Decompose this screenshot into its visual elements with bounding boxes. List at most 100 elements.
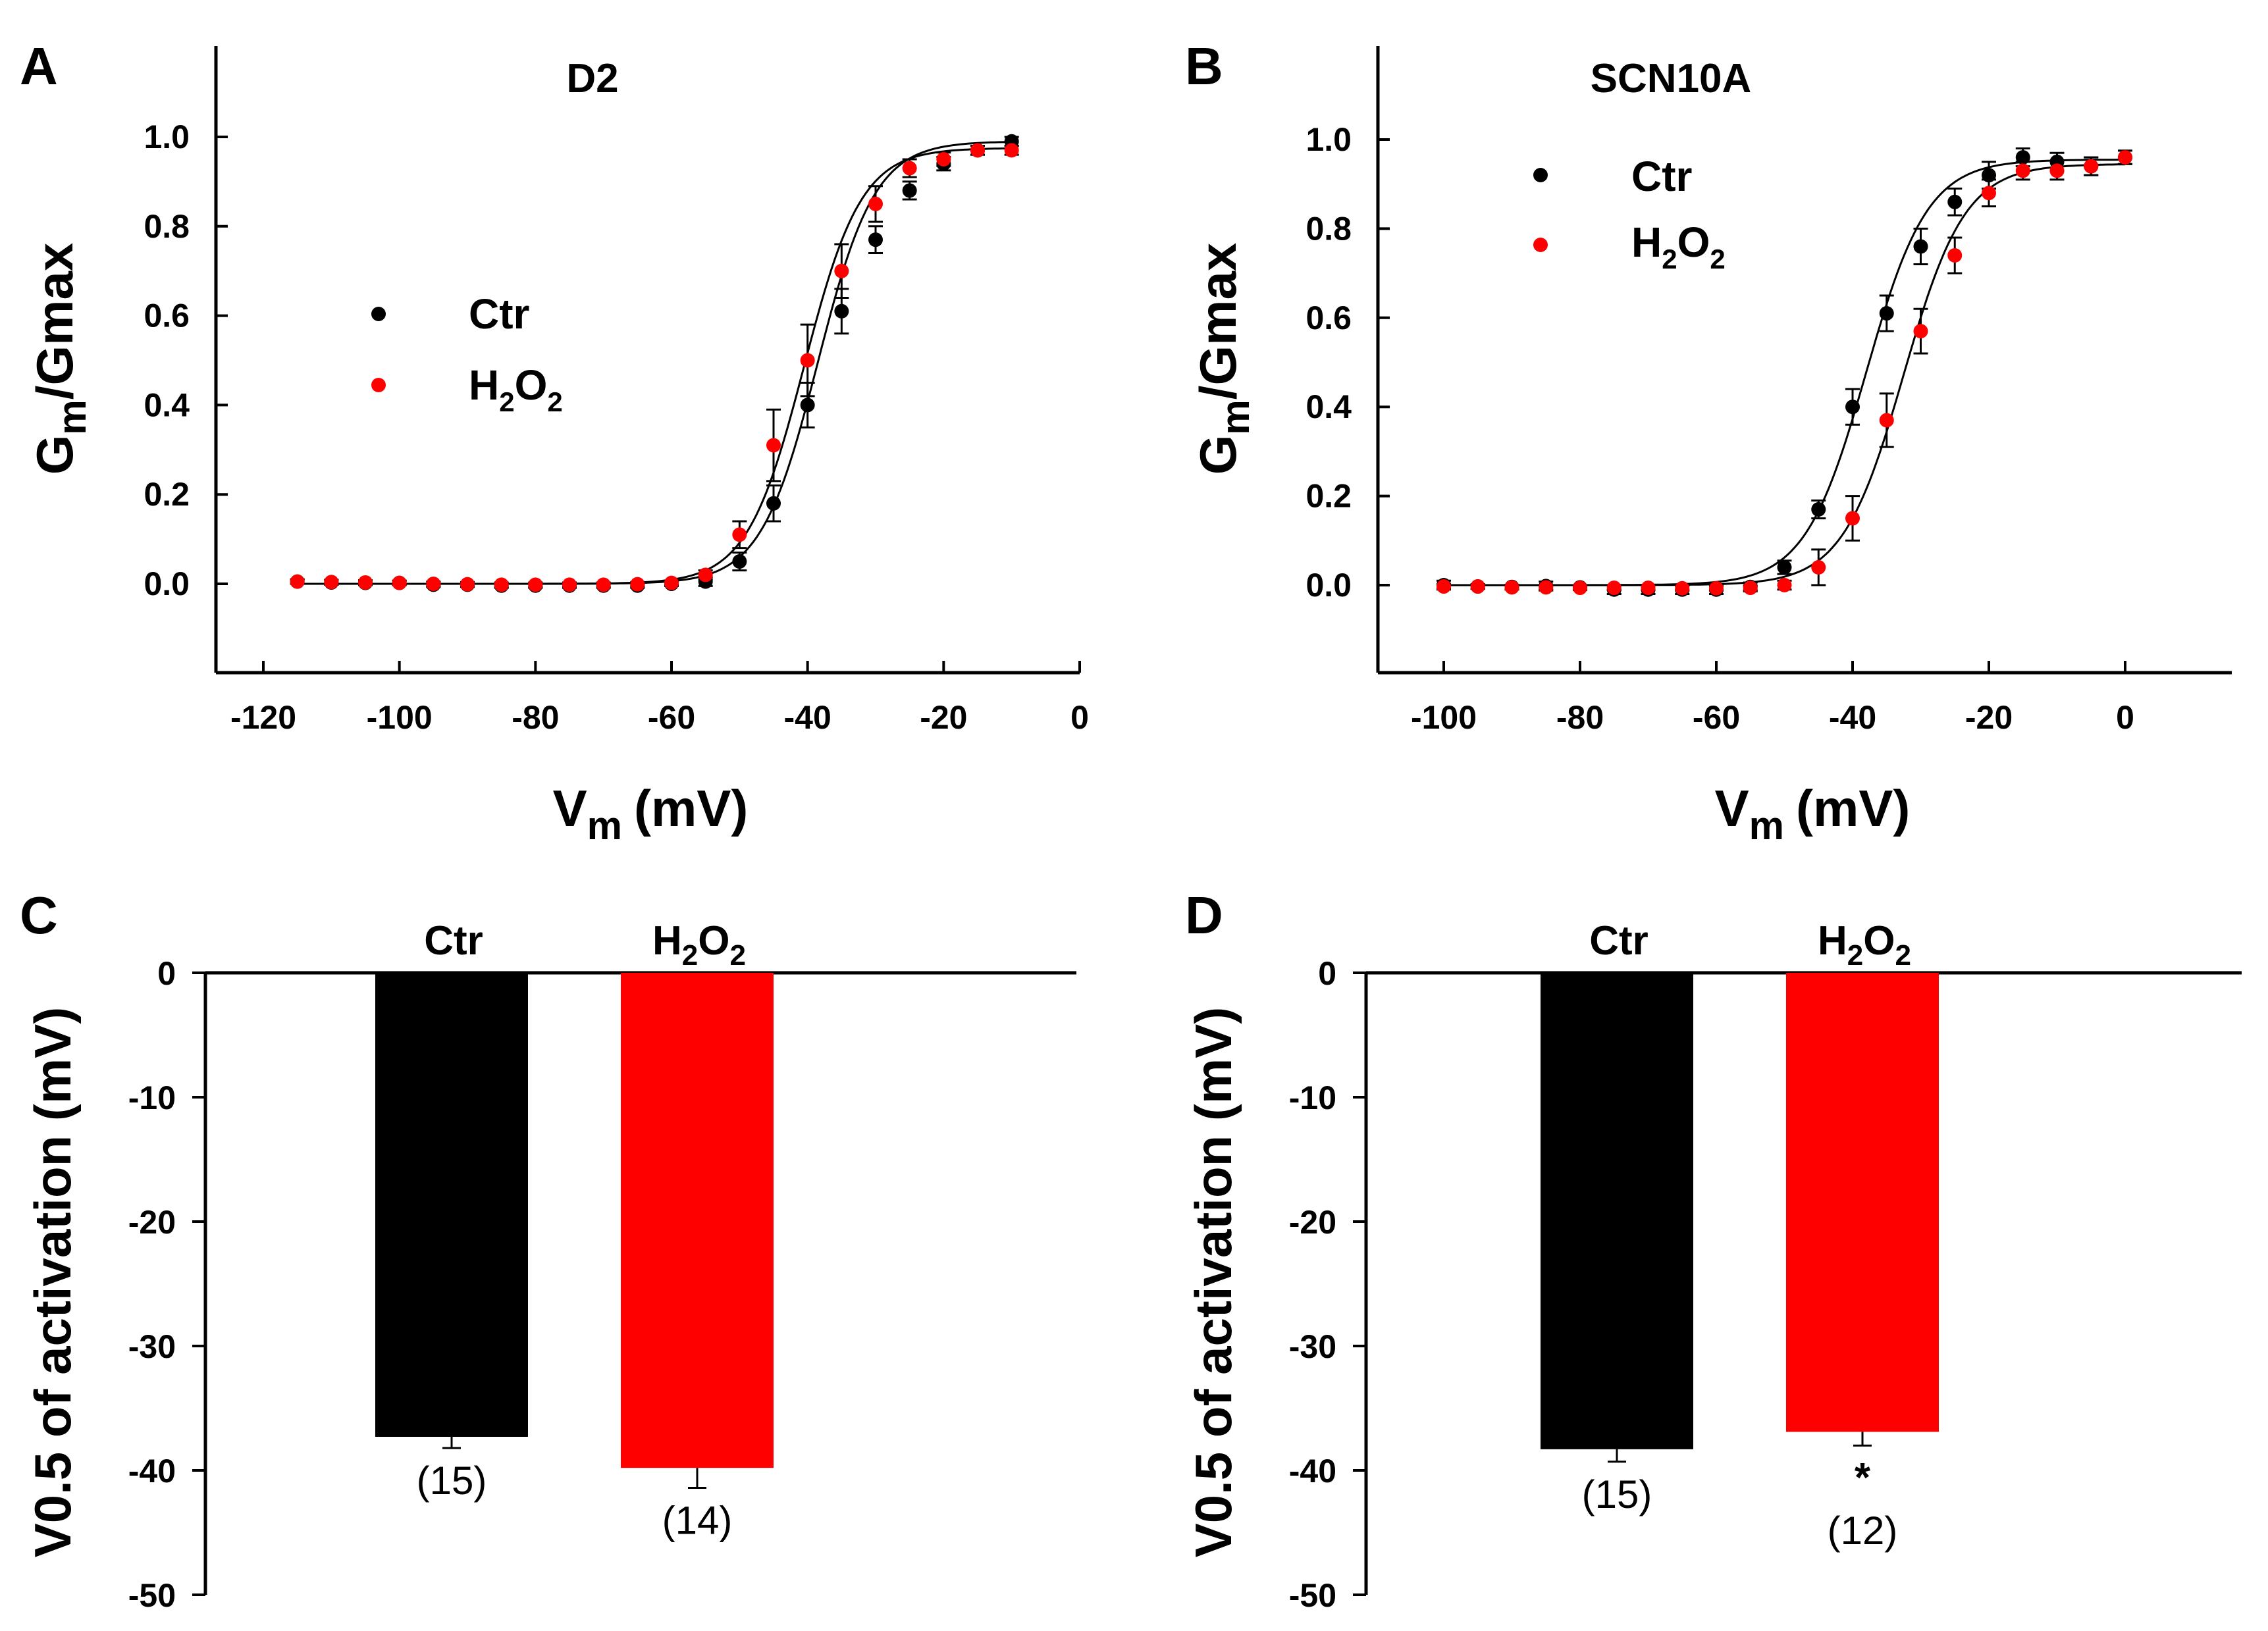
panel-b-title: SCN10A	[1591, 56, 1752, 101]
panel-a-point-h2o2-2	[358, 575, 373, 590]
panel-a-point-ctr-16	[834, 303, 849, 319]
panel-d-ytick-label-3: -30	[1289, 1328, 1336, 1365]
panel-c-ytick-label-5: -50	[128, 1577, 176, 1614]
panel-c-ytick-label-4: -40	[128, 1453, 176, 1489]
panel-b-point-h2o2-9	[1743, 581, 1758, 596]
panel-a-point-h2o2-11	[664, 575, 679, 590]
panel-d-bar-label-mid-h2o2: O	[1863, 918, 1895, 964]
panel-b-point-ctr-15	[1947, 194, 1963, 209]
panel-c-bar-label-sub2-h2o2: 2	[730, 939, 746, 971]
panel-b-point-h2o2-19	[2084, 159, 2099, 174]
panel-b-point-h2o2-20	[2118, 150, 2132, 165]
panel-b-legend-h2o2-h: H	[1631, 219, 1662, 266]
panel-a-ytick-label-0: 0.0	[144, 565, 190, 602]
panel-b-ticks: 0.0 0.2 0.4 0.6 0.8 1.0 -100 -80 -60 -40 -20 0	[1305, 121, 2134, 736]
panel-b-point-h2o2-4	[1573, 581, 1587, 596]
panel-a-error-bars	[290, 136, 1019, 589]
panel-a-y-label: Gm/Gmax	[26, 243, 94, 475]
panel-a-legend-h2o2-h: H	[469, 361, 499, 409]
panel-c-y-label: V0.5 of activation (mV)	[24, 1007, 82, 1558]
panel-a-x-label-sub: m	[587, 804, 622, 848]
panel-b-point-h2o2-17	[2015, 163, 2030, 178]
panel-b-ytick-label-3: 0.6	[1305, 299, 1352, 336]
panel-a-y-label-m: m	[50, 400, 94, 434]
panel-b-xtick-label-5: 0	[2116, 699, 2134, 736]
panel-b-ytick-label-1: 0.2	[1305, 478, 1352, 515]
panel-a-point-h2o2-14	[766, 438, 781, 453]
panel-a-y-label-g: G	[26, 435, 84, 475]
panel-a-ytick-label-5: 1.0	[144, 118, 190, 155]
panel-b-point-h2o2-2	[1504, 580, 1519, 595]
panel-b-point-ctr-10	[1777, 559, 1792, 575]
panel-b-legend-h2o2-sub1: 2	[1662, 244, 1677, 274]
panel-d-ytick-label-4: -40	[1289, 1453, 1336, 1489]
panel-b-letter: B	[1185, 37, 1223, 95]
panel-c-bar-label-sub1-h2o2: 2	[682, 939, 698, 971]
panel-a-point-ctr-18	[902, 183, 917, 198]
panel-d-bar-label-h2o2: H2O2	[1818, 918, 1911, 971]
panel-b-xtick-label-0: -100	[1411, 699, 1477, 736]
panel-d-ytick-label-1: -10	[1289, 1079, 1336, 1116]
panel-b-ytick-label-2: 0.4	[1305, 388, 1352, 425]
panel-c-letter: C	[20, 886, 58, 945]
panel-a-point-h2o2-8	[562, 577, 577, 592]
panel-a-legend-h2o2-sub2: 2	[547, 386, 562, 417]
panel-b-xtick-label-4: -20	[1965, 699, 2013, 736]
panel-b-point-ctr-11	[1811, 502, 1826, 517]
panel-b-xtick-label-3: -40	[1829, 699, 1876, 736]
panel-a-point-h2o2-9	[596, 577, 611, 592]
panel-b-point-ctr-13	[1879, 306, 1894, 321]
panel-b-x-label: Vm (mV)	[1715, 779, 1911, 848]
panel-a-fit-ctr	[297, 141, 1012, 585]
panel-a-xtick-label-5: -20	[920, 699, 967, 736]
panel-b-ytick-label-0: 0.0	[1305, 567, 1352, 604]
panel-b-legend-ctr-marker	[1533, 168, 1548, 182]
panel-d-n-label-ctr: (15)	[1582, 1472, 1652, 1516]
panel-a-point-h2o2-17	[868, 196, 883, 211]
panel-a-x-label-unit: (mV)	[634, 779, 748, 837]
panel-a: A D2 0.0 0.2 0.4 0.6 0.8 1.0 -120 -100 -80 -60 -40…	[20, 37, 1089, 848]
panel-a-point-h2o2-5	[460, 577, 475, 592]
panel-b-point-ctr-17	[2015, 150, 2030, 165]
panel-b-x-label-unit: (mV)	[1796, 779, 1910, 837]
panel-a-legend-ctr-marker	[371, 307, 386, 321]
panel-b-y-label-g: G	[1189, 435, 1247, 475]
panel-a-xtick-label-3: -60	[648, 699, 695, 736]
panel-b: B SCN10A 0.0 0.2 0.4 0.6 0.8 1.0 -100 -80 -60 -40…	[1185, 37, 2232, 848]
panel-a-x-label-v: V	[553, 779, 587, 837]
panel-a-xtick-label-0: -120	[230, 699, 296, 736]
panel-b-legend-h2o2-marker	[1533, 238, 1548, 252]
panel-b-legend-h2o2: H2O2	[1631, 219, 1726, 274]
panel-a-point-ctr-17	[868, 232, 883, 247]
panel-d-bar-label-sub1-h2o2: 2	[1847, 939, 1863, 971]
panel-b-fit-curves	[1444, 159, 2126, 586]
panel-b-point-h2o2-1	[1470, 579, 1485, 594]
panel-a-xtick-label-1: -100	[367, 699, 433, 736]
panel-b-xtick-label-1: -80	[1556, 699, 1604, 736]
panel-a-legend-h2o2-sub1: 2	[499, 386, 514, 417]
panel-a-point-ctr-15	[800, 398, 815, 413]
panel-a-point-h2o2-12	[698, 567, 713, 582]
panel-d-ticks: 0 -10 -20 -30 -40 -50	[1289, 955, 1366, 1614]
panel-a-point-h2o2-19	[936, 151, 951, 167]
panel-b-y-label-rest: /Gmax	[1189, 243, 1247, 400]
panel-b-point-h2o2-3	[1539, 580, 1554, 595]
panel-b-legend-ctr: Ctr	[1631, 153, 1692, 200]
panel-a-legend-h2o2-marker	[371, 378, 386, 392]
panel-b-error-bars	[1437, 147, 2132, 596]
panel-a-xtick-label-2: -80	[512, 699, 559, 736]
panel-b-legend-h2o2-o: O	[1677, 219, 1710, 266]
panel-b-point-h2o2-7	[1675, 581, 1690, 596]
panel-a-y-label-rest: /Gmax	[26, 243, 84, 400]
panel-c-ytick-label-0: 0	[157, 955, 176, 992]
panel-a-legend-ctr: Ctr	[469, 290, 529, 338]
panel-a-point-h2o2-13	[732, 527, 747, 542]
panel-a-point-h2o2-16	[834, 263, 849, 278]
panel-d-bars: Ctr(15)H2O2*(12)	[1541, 918, 1939, 1553]
panel-d-y-label: V0.5 of activation (mV)	[1184, 1007, 1242, 1558]
panel-b-point-h2o2-10	[1777, 578, 1792, 592]
panel-b-point-h2o2-5	[1606, 581, 1622, 596]
panel-a-title: D2	[566, 56, 618, 101]
panel-a-point-h2o2-7	[528, 577, 543, 592]
